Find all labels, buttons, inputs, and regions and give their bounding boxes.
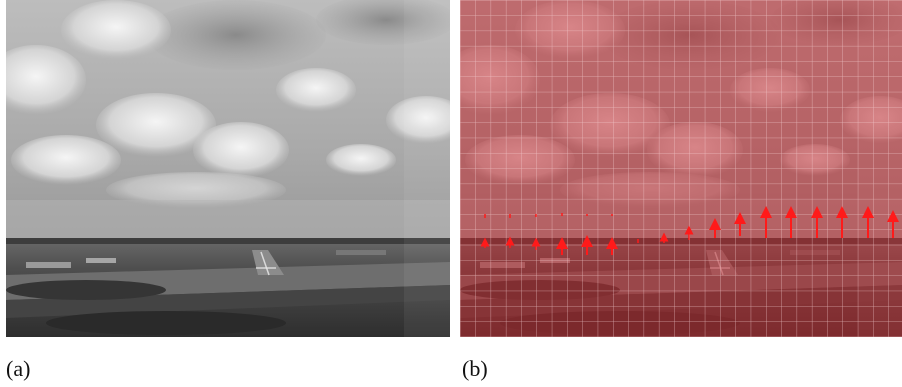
flow-overlay-photo [460,0,902,337]
panel-a-image [6,0,450,337]
caption-b: (b) [462,356,488,381]
aerial-photo [6,0,450,337]
flow-vectors [480,206,899,255]
grid-overlay [460,0,902,337]
panel-b-image [460,0,902,337]
caption-a: (a) [6,356,31,381]
